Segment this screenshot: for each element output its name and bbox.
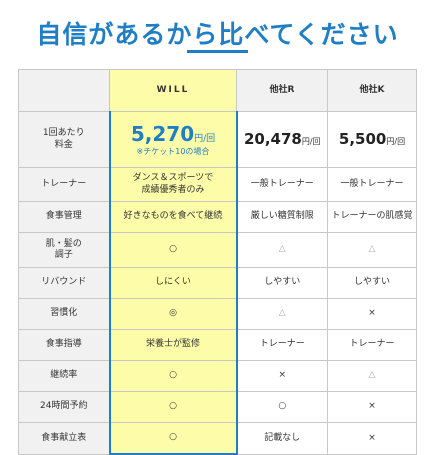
r-cell: × <box>236 360 328 392</box>
table-row: 食事管理 好きなものを食べて継続 厳しい糖質制限 トレーナーの肌感覚 <box>18 201 417 233</box>
r-cell: ○ <box>236 391 328 423</box>
r-cell: 記載なし <box>236 422 328 455</box>
column-header-k: 他社K <box>327 69 417 112</box>
price-row: 1回あたり 料金 5,270円/回 ※チケット10の場合 20,478円/回 5… <box>18 111 417 168</box>
k-cell: × <box>327 391 417 423</box>
k-cell: × <box>327 298 417 330</box>
page-title: 自信があるから比べてください <box>36 20 399 49</box>
k-price-unit: 円/回 <box>386 137 406 147</box>
will-cell: しにくい <box>108 267 238 299</box>
k-cell: △ <box>327 232 417 268</box>
row-label: 習慣化 <box>18 298 110 330</box>
k-price-value: 5,500 <box>338 130 387 149</box>
table-row: 継続率 ○ × △ <box>18 360 417 392</box>
comparison-table: WILL 他社R 他社K 1回あたり 料金 5,270円/回 ※チケット10の場… <box>18 69 417 455</box>
column-header-will: WILL <box>109 69 237 112</box>
table-row: 肌・髪の 調子 ○ △ △ <box>18 232 417 268</box>
header-blank-cell <box>18 69 110 112</box>
k-cell: △ <box>327 360 417 392</box>
will-cell: ◎ <box>108 298 238 330</box>
row-label: 食事管理 <box>18 201 110 233</box>
r-cell: △ <box>236 232 328 268</box>
r-cell: しやすい <box>236 267 328 299</box>
table-row: 習慣化 ◎ △ × <box>18 298 417 330</box>
r-price-cell: 20,478円/回 <box>236 111 328 168</box>
table-row: 食事献立表 ○ 記載なし × <box>18 422 417 455</box>
r-cell: △ <box>236 298 328 330</box>
will-cell: 好きなものを食べて継続 <box>108 201 238 233</box>
will-cell: ○ <box>108 360 238 392</box>
will-cell: ○ <box>108 232 238 268</box>
k-cell: トレーナー <box>327 329 417 361</box>
k-cell: トレーナーの肌感覚 <box>327 201 417 233</box>
k-cell: 一般トレーナー <box>327 167 417 202</box>
title-underline <box>187 50 248 53</box>
row-label: 継続率 <box>18 360 110 392</box>
will-price-cell: 5,270円/回 ※チケット10の場合 <box>108 111 238 168</box>
will-price-note: ※チケット10の場合 <box>136 147 210 156</box>
will-cell: ○ <box>108 422 238 455</box>
row-label: リバウンド <box>18 267 110 299</box>
row-label: トレーナー <box>18 167 110 202</box>
will-price-unit: 円/回 <box>194 134 216 144</box>
k-cell: しやすい <box>327 267 417 299</box>
header-row: WILL 他社R 他社K <box>18 69 417 112</box>
row-label: 24時間予約 <box>18 391 110 423</box>
k-cell: × <box>327 422 417 455</box>
r-cell: トレーナー <box>236 329 328 361</box>
row-label: 食事献立表 <box>18 422 110 455</box>
r-price-unit: 円/回 <box>301 137 321 147</box>
will-cell: 栄養士が監修 <box>108 329 238 361</box>
r-price-value: 20,478 <box>243 130 302 149</box>
r-cell: 厳しい糖質制限 <box>236 201 328 233</box>
column-header-r: 他社R <box>236 69 328 112</box>
table-row: 食事指導 栄養士が監修 トレーナー トレーナー <box>18 329 417 361</box>
table-row: リバウンド しにくい しやすい しやすい <box>18 267 417 299</box>
will-cell: ダンス＆スポーツで 成績優秀者のみ <box>108 167 238 202</box>
row-label: 肌・髪の 調子 <box>18 232 110 268</box>
will-price-value: 5,270 <box>130 122 195 146</box>
r-cell: 一般トレーナー <box>236 167 328 202</box>
will-cell: ○ <box>108 391 238 423</box>
table-row: トレーナー ダンス＆スポーツで 成績優秀者のみ 一般トレーナー 一般トレーナー <box>18 167 417 202</box>
row-label: 食事指導 <box>18 329 110 361</box>
k-price-cell: 5,500円/回 <box>327 111 417 168</box>
row-label: 1回あたり 料金 <box>18 111 110 168</box>
table-row: 24時間予約 ○ ○ × <box>18 391 417 423</box>
